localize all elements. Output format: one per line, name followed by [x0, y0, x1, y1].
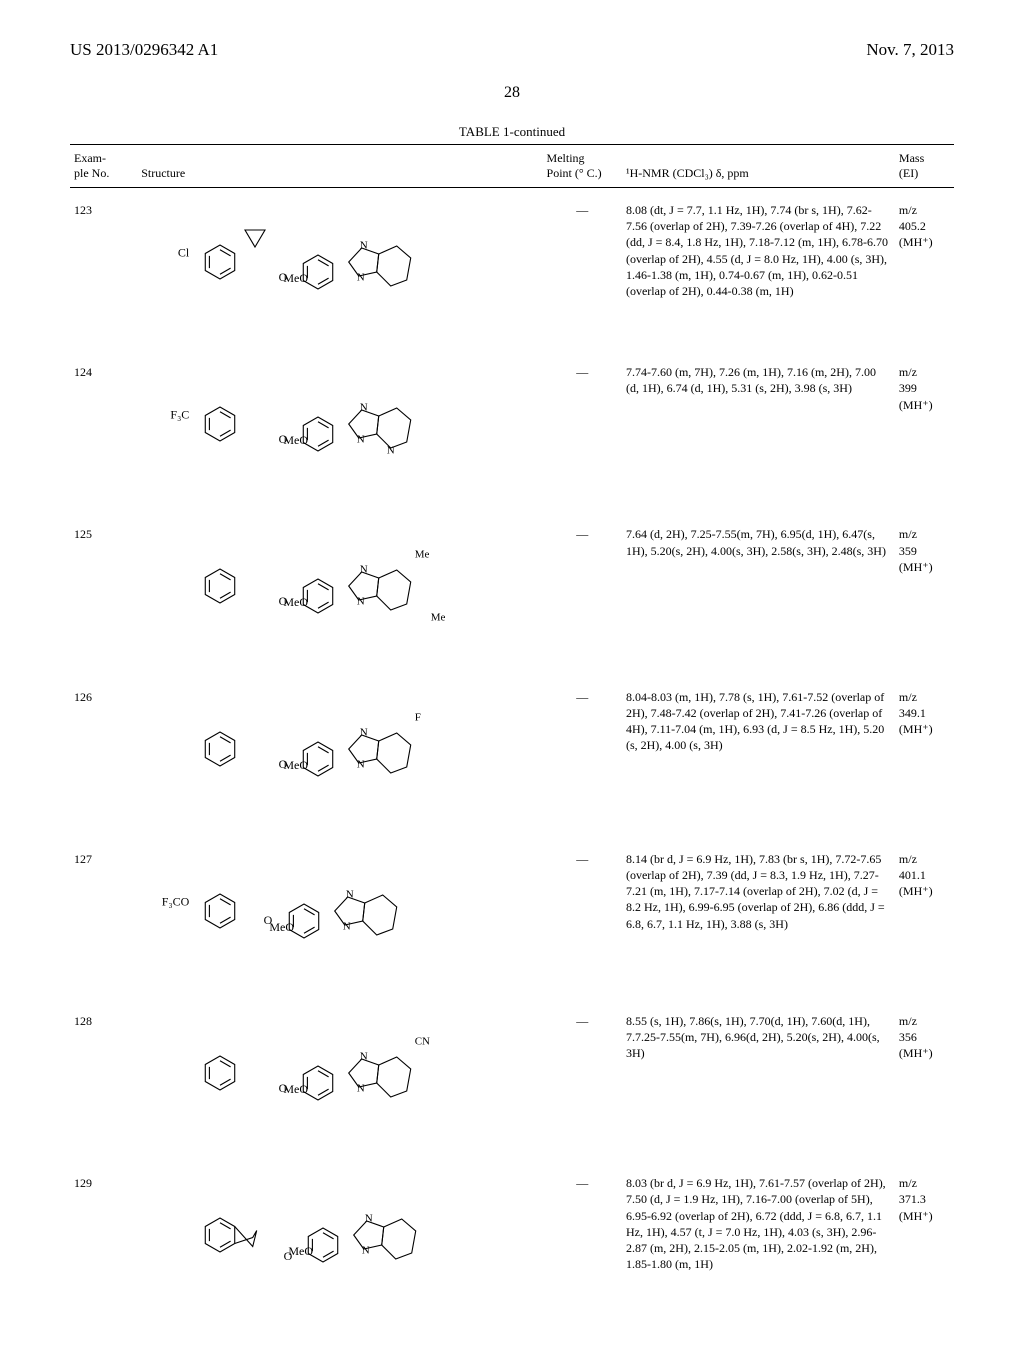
table-row: 128M 84.72243186433546 68.5 L 105 45 M 1…: [70, 999, 954, 1161]
svg-text:N: N: [365, 1213, 373, 1225]
table-row: 126M 84.72243186433546 68.5 L 105 45 M 1…: [70, 675, 954, 837]
svg-text:N: N: [357, 1082, 365, 1094]
publication-date: Nov. 7, 2013: [866, 40, 954, 60]
cell-structure: M 55.27756813566454 51.50000000000001 L …: [137, 188, 542, 351]
col-structure: Structure: [137, 145, 542, 188]
svg-text:N: N: [357, 434, 365, 446]
cell-melting-point: —: [543, 675, 622, 837]
chemical-structure: M 55.27756813566454 51.50000000000001 L …: [150, 851, 530, 981]
cell-mass: m/z 401.1 (MH⁺): [895, 837, 954, 999]
svg-text:N: N: [360, 402, 368, 414]
cell-melting-point: —: [543, 350, 622, 512]
svg-text:Me: Me: [415, 549, 430, 561]
cell-mass: m/z 349.1 (MH⁺): [895, 675, 954, 837]
table-row: 125M 84.72243186433546 68.5 L 105 45 M 1…: [70, 512, 954, 674]
svg-text:F: F: [415, 711, 421, 723]
svg-text:N: N: [387, 445, 395, 457]
cell-example-no: 126: [70, 675, 137, 837]
col-nmr: ¹H-NMR (CDCl₃) δ, ppm: [622, 145, 895, 188]
cell-example-no: 129: [70, 1161, 137, 1323]
patent-number: US 2013/0296342 A1: [70, 40, 218, 60]
svg-text:MeO: MeO: [269, 920, 294, 934]
cell-nmr: 8.03 (br d, J = 6.9 Hz, 1H), 7.61-7.57 (…: [622, 1161, 895, 1323]
cell-mass: m/z 371.3 (MH⁺): [895, 1161, 954, 1323]
svg-text:CN: CN: [415, 1035, 430, 1047]
chemical-structure: M 55.27756813566454 51.50000000000001 L …: [150, 202, 530, 332]
svg-text:MeO: MeO: [288, 1244, 313, 1258]
svg-text:F₃C: F₃C: [170, 407, 189, 421]
svg-text:MeO: MeO: [283, 757, 308, 771]
table-row: 123M 55.27756813566454 51.50000000000001…: [70, 188, 954, 351]
svg-text:MeO: MeO: [283, 595, 308, 609]
cell-structure: M 84.72243186433546 68.5 L 105 45 M 105 …: [137, 675, 542, 837]
cell-mass: m/z 356 (MH⁺): [895, 999, 954, 1161]
cell-example-no: 128: [70, 999, 137, 1161]
chemical-structure: M 102.72243186433546 71.5 L 130 78 OM 14…: [150, 1175, 530, 1305]
cell-nmr: 7.74-7.60 (m, 7H), 7.26 (m, 1H), 7.16 (m…: [622, 350, 895, 512]
svg-text:MeO: MeO: [283, 1082, 308, 1096]
page-number: 28: [70, 84, 954, 102]
cell-nmr: 8.08 (dt, J = 7.7, 1.1 Hz, 1H), 7.74 (br…: [622, 188, 895, 351]
cell-example-no: 125: [70, 512, 137, 674]
compound-table: Exam- ple No. Structure Melting Point (°…: [70, 144, 954, 1323]
table-title: TABLE 1-continued: [70, 124, 954, 140]
cell-melting-point: —: [543, 999, 622, 1161]
table-row: 129M 102.72243186433546 71.5 L 130 78 OM…: [70, 1161, 954, 1323]
svg-text:N: N: [357, 758, 365, 770]
svg-text:MeO: MeO: [283, 271, 308, 285]
chemical-structure: M 84.72243186433546 68.5 L 105 45 M 105 …: [150, 526, 530, 656]
cell-structure: M 55.27756813566454 51.50000000000001 L …: [137, 837, 542, 999]
cell-structure: M 102.72243186433546 71.5 L 130 78 OM 14…: [137, 1161, 542, 1323]
cell-melting-point: —: [543, 188, 622, 351]
table-row: 127M 55.27756813566454 51.50000000000001…: [70, 837, 954, 999]
page: US 2013/0296342 A1 Nov. 7, 2013 28 TABLE…: [0, 0, 1024, 1363]
cell-melting-point: —: [543, 512, 622, 674]
cell-melting-point: —: [543, 837, 622, 999]
svg-text:N: N: [343, 920, 351, 932]
cell-example-no: 124: [70, 350, 137, 512]
cell-mass: m/z 359 (MH⁺): [895, 512, 954, 674]
chemical-structure: M 84.72243186433546 68.5 L 105 45 M 105 …: [150, 689, 530, 819]
cell-structure: M 55.27756813566454 51.50000000000001 L …: [137, 350, 542, 512]
svg-text:N: N: [360, 564, 368, 576]
svg-text:N: N: [357, 272, 365, 284]
cell-nmr: 8.14 (br d, J = 6.9 Hz, 1H), 7.83 (br s,…: [622, 837, 895, 999]
svg-text:Cl: Cl: [178, 245, 190, 259]
svg-text:N: N: [360, 1050, 368, 1062]
svg-text:N: N: [357, 596, 365, 608]
col-mass: Mass (EI): [895, 145, 954, 188]
cell-nmr: 7.64 (d, 2H), 7.25-7.55(m, 7H), 6.95(d, …: [622, 512, 895, 674]
col-example: Exam- ple No.: [70, 145, 137, 188]
col-melting-point: Melting Point (° C.): [543, 145, 622, 188]
cell-example-no: 127: [70, 837, 137, 999]
cell-example-no: 123: [70, 188, 137, 351]
svg-text:N: N: [360, 240, 368, 252]
svg-text:F₃CO: F₃CO: [162, 894, 190, 908]
table-row: 124M 55.27756813566454 51.50000000000001…: [70, 350, 954, 512]
cell-nmr: 8.55 (s, 1H), 7.86(s, 1H), 7.70(d, 1H), …: [622, 999, 895, 1161]
svg-text:N: N: [360, 726, 368, 738]
svg-text:MeO: MeO: [283, 433, 308, 447]
table-body: 123M 55.27756813566454 51.50000000000001…: [70, 188, 954, 1324]
svg-text:N: N: [362, 1245, 370, 1257]
cell-melting-point: —: [543, 1161, 622, 1323]
cell-structure: M 84.72243186433546 68.5 L 105 45 M 105 …: [137, 512, 542, 674]
cell-nmr: 8.04-8.03 (m, 1H), 7.78 (s, 1H), 7.61-7.…: [622, 675, 895, 837]
chemical-structure: M 84.72243186433546 68.5 L 105 45 M 105 …: [150, 1013, 530, 1143]
cell-structure: M 84.72243186433546 68.5 L 105 45 M 105 …: [137, 999, 542, 1161]
page-header: US 2013/0296342 A1 Nov. 7, 2013: [70, 40, 954, 60]
svg-text:N: N: [346, 888, 354, 900]
cell-mass: m/z 405.2 (MH⁺): [895, 188, 954, 351]
cell-mass: m/z 399 (MH⁺): [895, 350, 954, 512]
chemical-structure: M 55.27756813566454 51.50000000000001 L …: [150, 364, 530, 494]
svg-text:Me: Me: [431, 612, 446, 624]
